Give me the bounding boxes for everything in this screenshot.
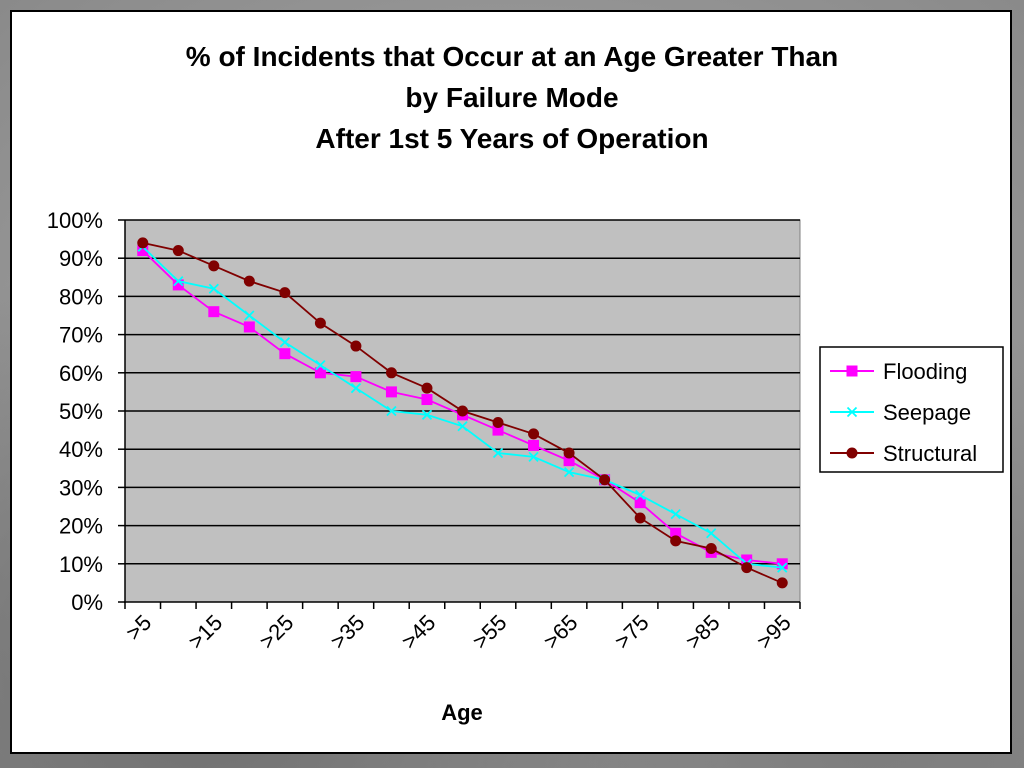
x-axis-title: Age	[441, 700, 483, 725]
series-flooding-marker	[208, 306, 220, 318]
y-tick-label: 10%	[59, 552, 103, 577]
axes	[118, 219, 801, 609]
legend: Flooding Seepage Structural	[819, 346, 1004, 473]
series-structural-marker	[705, 543, 717, 555]
y-tick-label: 70%	[59, 323, 103, 348]
series-structural-marker	[741, 562, 753, 574]
series-seepage-marker	[279, 337, 291, 348]
series-flooding-marker	[350, 371, 362, 383]
series-seepage-marker	[706, 528, 717, 539]
y-tick-label: 100%	[47, 208, 103, 233]
series-structural-marker	[279, 287, 291, 299]
series-structural-marker	[457, 405, 468, 417]
legend-structural-marker	[846, 447, 858, 459]
series-structural-marker	[208, 260, 220, 272]
series-seepage-marker	[350, 382, 362, 394]
y-tick-label: 30%	[59, 475, 103, 500]
series-structural-marker	[492, 416, 504, 428]
series-seepage-marker	[670, 509, 681, 520]
legend-flooding-marker	[846, 365, 858, 377]
series-flooding-marker	[421, 394, 433, 406]
series-flooding-marker	[279, 348, 291, 360]
series-structural-marker	[421, 382, 433, 394]
x-tick-label: >85	[681, 610, 725, 654]
y-tick-label: 90%	[59, 246, 103, 271]
y-tick-label: 80%	[59, 284, 103, 309]
series-seepage-marker	[528, 451, 539, 462]
series-seepage-marker	[315, 360, 326, 371]
series-structural-marker	[314, 317, 326, 329]
series-structural-marker	[670, 535, 682, 547]
x-tick-label: >5	[121, 610, 156, 645]
series-layer	[137, 237, 788, 589]
series-seepage-marker	[492, 447, 504, 459]
y-tick-label: 20%	[59, 514, 103, 539]
series-flooding-marker	[243, 321, 255, 333]
series-flooding-marker	[385, 386, 397, 398]
chart-title-line-3: After 1st 5 Years of Operation	[315, 123, 708, 154]
legend-structural-label: Structural	[883, 441, 977, 466]
series-seepage-marker	[634, 489, 646, 501]
series-seepage-marker	[777, 562, 788, 573]
series-seepage-marker	[386, 405, 397, 417]
y-axis-tick-labels: 0% 10% 20% 30% 40% 50% 60% 70% 80% 90% 100%	[47, 208, 103, 615]
series-seepage-marker	[173, 275, 184, 287]
series-seepage-marker	[244, 310, 255, 321]
chart-title-line-2: by Failure Mode	[405, 82, 618, 113]
y-tick-label: 50%	[59, 399, 103, 424]
series-flooding-marker	[528, 439, 540, 451]
series-seepage-marker	[563, 466, 575, 478]
x-tick-label: >55	[467, 610, 511, 654]
y-tick-label: 0%	[71, 590, 103, 615]
legend-flooding: Flooding	[830, 359, 967, 384]
y-tick-label: 60%	[59, 361, 103, 386]
series-structural-marker	[776, 577, 788, 589]
series-flooding-marker	[634, 497, 646, 509]
series-seepage-marker	[421, 409, 433, 420]
x-tick-label: >15	[183, 610, 227, 654]
series-seepage-marker	[208, 283, 219, 294]
legend-seepage: Seepage	[830, 400, 971, 425]
series-flooding-marker	[314, 367, 326, 379]
series-structural-marker	[243, 275, 255, 287]
series-structural-marker	[385, 367, 397, 379]
series-structural-marker	[137, 237, 149, 249]
x-tick-label: >65	[539, 610, 583, 654]
x-tick-label: >25	[254, 610, 298, 654]
series-structural-marker	[599, 474, 611, 486]
legend-seepage-marker	[846, 406, 858, 418]
x-tick-label: >75	[610, 610, 654, 654]
legend-seepage-label: Seepage	[883, 400, 971, 425]
x-tick-label: >45	[396, 610, 440, 654]
x-tick-label: >35	[325, 610, 369, 654]
series-seepage-marker	[457, 421, 468, 432]
series-structural-marker	[350, 340, 362, 352]
x-axis-tick-labels: >5 >15 >25 >35 >45 >55 >65 >75 >85 >95	[121, 610, 796, 654]
series-structural-marker	[172, 245, 184, 257]
series-structural-marker	[563, 447, 575, 459]
legend-structural: Structural	[830, 441, 977, 466]
series-structural-marker	[528, 428, 540, 440]
gridlines	[125, 219, 800, 565]
x-tick-label: >95	[752, 610, 796, 654]
legend-flooding-label: Flooding	[883, 359, 967, 384]
y-tick-label: 40%	[59, 437, 103, 462]
series-structural-marker	[634, 512, 646, 524]
series-structural	[137, 237, 788, 589]
chart-title-line-1: % of Incidents that Occur at an Age Grea…	[186, 41, 838, 72]
